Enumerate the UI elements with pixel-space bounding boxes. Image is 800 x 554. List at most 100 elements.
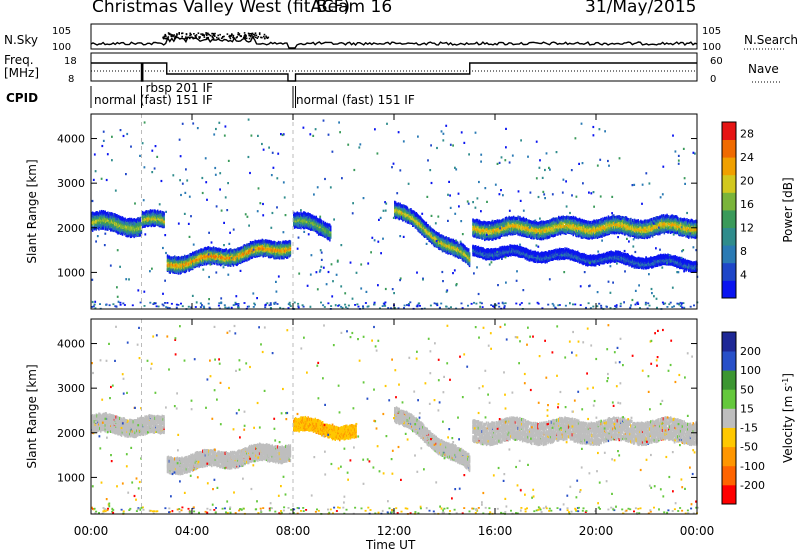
data-cell (157, 211, 160, 215)
data-cell (119, 219, 121, 223)
data-cell (261, 238, 264, 242)
data-cell (270, 244, 273, 248)
data-cell (255, 248, 257, 253)
data-cell (106, 216, 108, 220)
data-cell (193, 262, 196, 266)
data-cell (246, 249, 248, 253)
data-cell (115, 216, 117, 220)
data-cell (276, 254, 279, 258)
data-cell (100, 214, 102, 218)
data-cell (131, 218, 134, 222)
data-cell (229, 259, 231, 263)
data-cell (263, 249, 265, 253)
data-cell (174, 266, 176, 270)
data-cell (91, 211, 94, 215)
data-cell (215, 247, 217, 251)
data-cell (192, 255, 194, 259)
data-cell (194, 259, 197, 263)
data-cell (246, 258, 248, 262)
data-cell (148, 217, 151, 221)
data-cell (107, 219, 109, 223)
data-cell (185, 257, 188, 261)
data-cell (256, 250, 258, 254)
data-cell (277, 245, 280, 249)
data-cell (265, 248, 267, 253)
data-cell (147, 210, 149, 214)
data-cell (229, 248, 231, 252)
data-cell (249, 241, 252, 245)
data-cell (277, 255, 280, 259)
data-cell (267, 248, 270, 252)
data-cell (149, 219, 152, 223)
noise-dot (209, 34, 212, 37)
data-cell (215, 257, 217, 261)
data-cell (91, 225, 94, 229)
data-cell (192, 251, 194, 255)
data-cell (286, 253, 288, 257)
data-cell (198, 249, 200, 253)
data-cell (149, 222, 152, 227)
data-cell (91, 219, 94, 223)
data-cell (151, 221, 153, 225)
noise-dot (243, 32, 246, 34)
data-cell (270, 248, 273, 252)
data-cell (182, 264, 184, 268)
data-cell (330, 233, 332, 237)
data-cell (119, 225, 122, 229)
data-cell (125, 233, 127, 237)
noise-left-tick: 105 (52, 26, 71, 37)
data-cell (92, 220, 95, 224)
data-cell (212, 246, 215, 250)
data-cell (169, 270, 171, 274)
data-cell (157, 222, 159, 227)
data-cell (202, 248, 204, 252)
noise-dot (189, 37, 191, 40)
data-cell (274, 242, 276, 246)
data-cell (209, 246, 211, 250)
data-cell (276, 252, 279, 256)
data-cell (248, 253, 251, 257)
data-cell (133, 233, 135, 237)
data-cell (254, 254, 256, 258)
data-cell (117, 221, 119, 225)
data-cell (112, 226, 115, 230)
data-cell (123, 218, 125, 222)
data-cell (173, 256, 175, 260)
data-cell (136, 222, 138, 226)
data-cell (240, 246, 243, 250)
data-cell (213, 253, 216, 257)
data-cell (118, 219, 120, 224)
data-cell (151, 216, 153, 220)
data-cell (231, 255, 234, 259)
noise-dot (208, 33, 210, 36)
data-cell (250, 246, 253, 250)
data-cell (268, 249, 271, 253)
data-cell (260, 239, 263, 243)
data-cell (184, 267, 187, 271)
data-cell (120, 217, 123, 221)
data-cell (153, 219, 155, 223)
data-cell (146, 218, 148, 222)
noise-dot (256, 37, 259, 39)
data-cell (97, 211, 99, 216)
data-cell (234, 257, 236, 262)
data-cell (275, 241, 277, 245)
noise-dot (267, 36, 270, 39)
data-cell (282, 250, 284, 254)
data-cell (176, 259, 179, 263)
data-cell (276, 256, 278, 260)
data-cell (252, 244, 254, 248)
data-cell (126, 231, 128, 235)
data-cell (103, 213, 106, 217)
data-cell (157, 215, 159, 219)
data-cell (137, 224, 139, 228)
data-cell (160, 216, 163, 220)
data-cell (202, 248, 205, 252)
noise-dot (212, 37, 215, 40)
data-cell (180, 256, 182, 260)
data-cell (245, 250, 247, 254)
data-cell (109, 211, 111, 216)
data-cell (264, 239, 266, 243)
data-cell (238, 252, 240, 256)
